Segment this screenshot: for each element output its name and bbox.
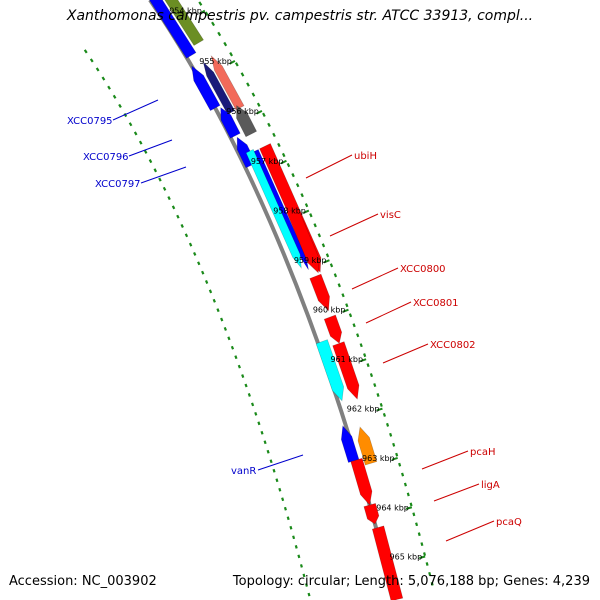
gene-label-visc[interactable]: visC — [380, 210, 401, 221]
kbp-tick-mark — [229, 59, 236, 65]
gene-label-leader — [382, 343, 429, 364]
kbp-tick-label: 961 kbp — [330, 355, 363, 364]
gene-label-leader — [433, 483, 480, 502]
kbp-tick-label: 958 kbp — [273, 207, 306, 216]
gene-visc[interactable] — [286, 207, 320, 274]
gene-label-leader — [351, 267, 399, 290]
gene-label-leader — [445, 520, 495, 542]
gene-label-vanr[interactable]: vanR — [231, 466, 256, 477]
gene-label-pcah[interactable]: pcaH — [470, 447, 496, 458]
gene-label-pcaq[interactable]: pcaQ — [496, 517, 522, 528]
kbp-tick-mark — [405, 506, 413, 510]
kbp-tick-label: 960 kbp — [313, 306, 346, 315]
gene-vanr[interactable] — [357, 426, 378, 466]
kbp-tick-mark — [302, 209, 310, 214]
gene-feature[interactable] — [160, 0, 204, 46]
gene-label-xcc0801[interactable]: XCC0801 — [413, 298, 459, 309]
gene-feature[interactable] — [245, 148, 302, 269]
gene-label-leader — [421, 450, 469, 470]
kbp-tick-mark — [323, 259, 330, 264]
gene-label-xcc0797[interactable]: XCC0797 — [95, 179, 141, 190]
gene-xcc0801[interactable] — [323, 314, 343, 344]
gene-label-liga[interactable]: ligA — [481, 480, 500, 491]
gene-feature[interactable] — [315, 339, 345, 402]
gene-xcc0796[interactable] — [236, 105, 258, 138]
genes-layer — [149, 0, 404, 600]
genome-summary-text: Topology: circular; Length: 5,076,188 bp… — [232, 574, 590, 589]
kbp-tick-mark — [280, 159, 287, 165]
gene-label-leader — [305, 154, 353, 179]
kbp-tick-label: 959 kbp — [294, 256, 327, 265]
gene-xcc0802[interactable] — [332, 341, 360, 400]
kbp-ticks: 954 kbp 955 kbp 956 kbp 957 kbp 958 kbp 959 k… — [169, 7, 426, 561]
gene-pcaq[interactable] — [371, 525, 404, 600]
gene-feature[interactable] — [220, 107, 241, 139]
gene-label-xcc0802[interactable]: XCC0802 — [430, 340, 476, 351]
genome-backbone — [148, 0, 397, 600]
kbp-tick-label: 962 kbp — [347, 405, 380, 414]
left-ruler — [198, 1, 434, 586]
gene-feature[interactable] — [340, 425, 360, 463]
kbp-tick-label: 965 kbp — [390, 552, 423, 561]
gene-labels: XCC0795 XCC0796 XCC0797 ubiH visC XCC0800 XCC0… — [67, 99, 522, 542]
kbp-tick-mark — [256, 110, 263, 115]
gene-label-xcc0800[interactable]: XCC0800 — [400, 264, 446, 275]
kbp-tick-label: 963 kbp — [362, 454, 395, 463]
gene-label-leader — [112, 99, 159, 121]
kbp-tick-label: 957 kbp — [251, 157, 284, 166]
gene-label-xcc0796[interactable]: XCC0796 — [83, 152, 129, 163]
kbp-tick-mark — [419, 555, 426, 559]
map-title: Xanthomonas campestris pv. campestris st… — [66, 8, 534, 24]
kbp-tick-mark — [199, 9, 206, 15]
gene-feature[interactable] — [149, 0, 197, 59]
gene-feature[interactable] — [191, 65, 221, 112]
gene-liga[interactable] — [363, 503, 380, 525]
kbp-tick-label: 956 kbp — [226, 107, 259, 116]
gene-pcah[interactable] — [350, 457, 373, 506]
kbp-tick-mark — [342, 308, 349, 313]
kbp-tick-mark — [376, 407, 383, 412]
right-ruler — [83, 49, 311, 597]
kbp-tick-mark — [391, 457, 398, 461]
accession-text: Accession: NC_003902 — [9, 574, 157, 589]
gene-label-leader — [329, 213, 379, 237]
position-rulers — [83, 1, 434, 597]
kbp-tick-label: 964 kbp — [376, 503, 409, 512]
kbp-tick-mark — [360, 358, 367, 363]
gene-label-leader — [128, 139, 173, 157]
gene-label-leader — [140, 166, 187, 184]
kbp-tick-label: 954 kbp — [169, 7, 202, 16]
gene-label-leader — [365, 301, 412, 324]
gene-label-ubih[interactable]: ubiH — [354, 151, 377, 162]
gene-xcc0800[interactable] — [309, 273, 330, 312]
gene-label-xcc0795[interactable]: XCC0795 — [67, 116, 113, 127]
gene-label-leader — [257, 454, 304, 471]
kbp-tick-label: 955 kbp — [199, 57, 232, 66]
